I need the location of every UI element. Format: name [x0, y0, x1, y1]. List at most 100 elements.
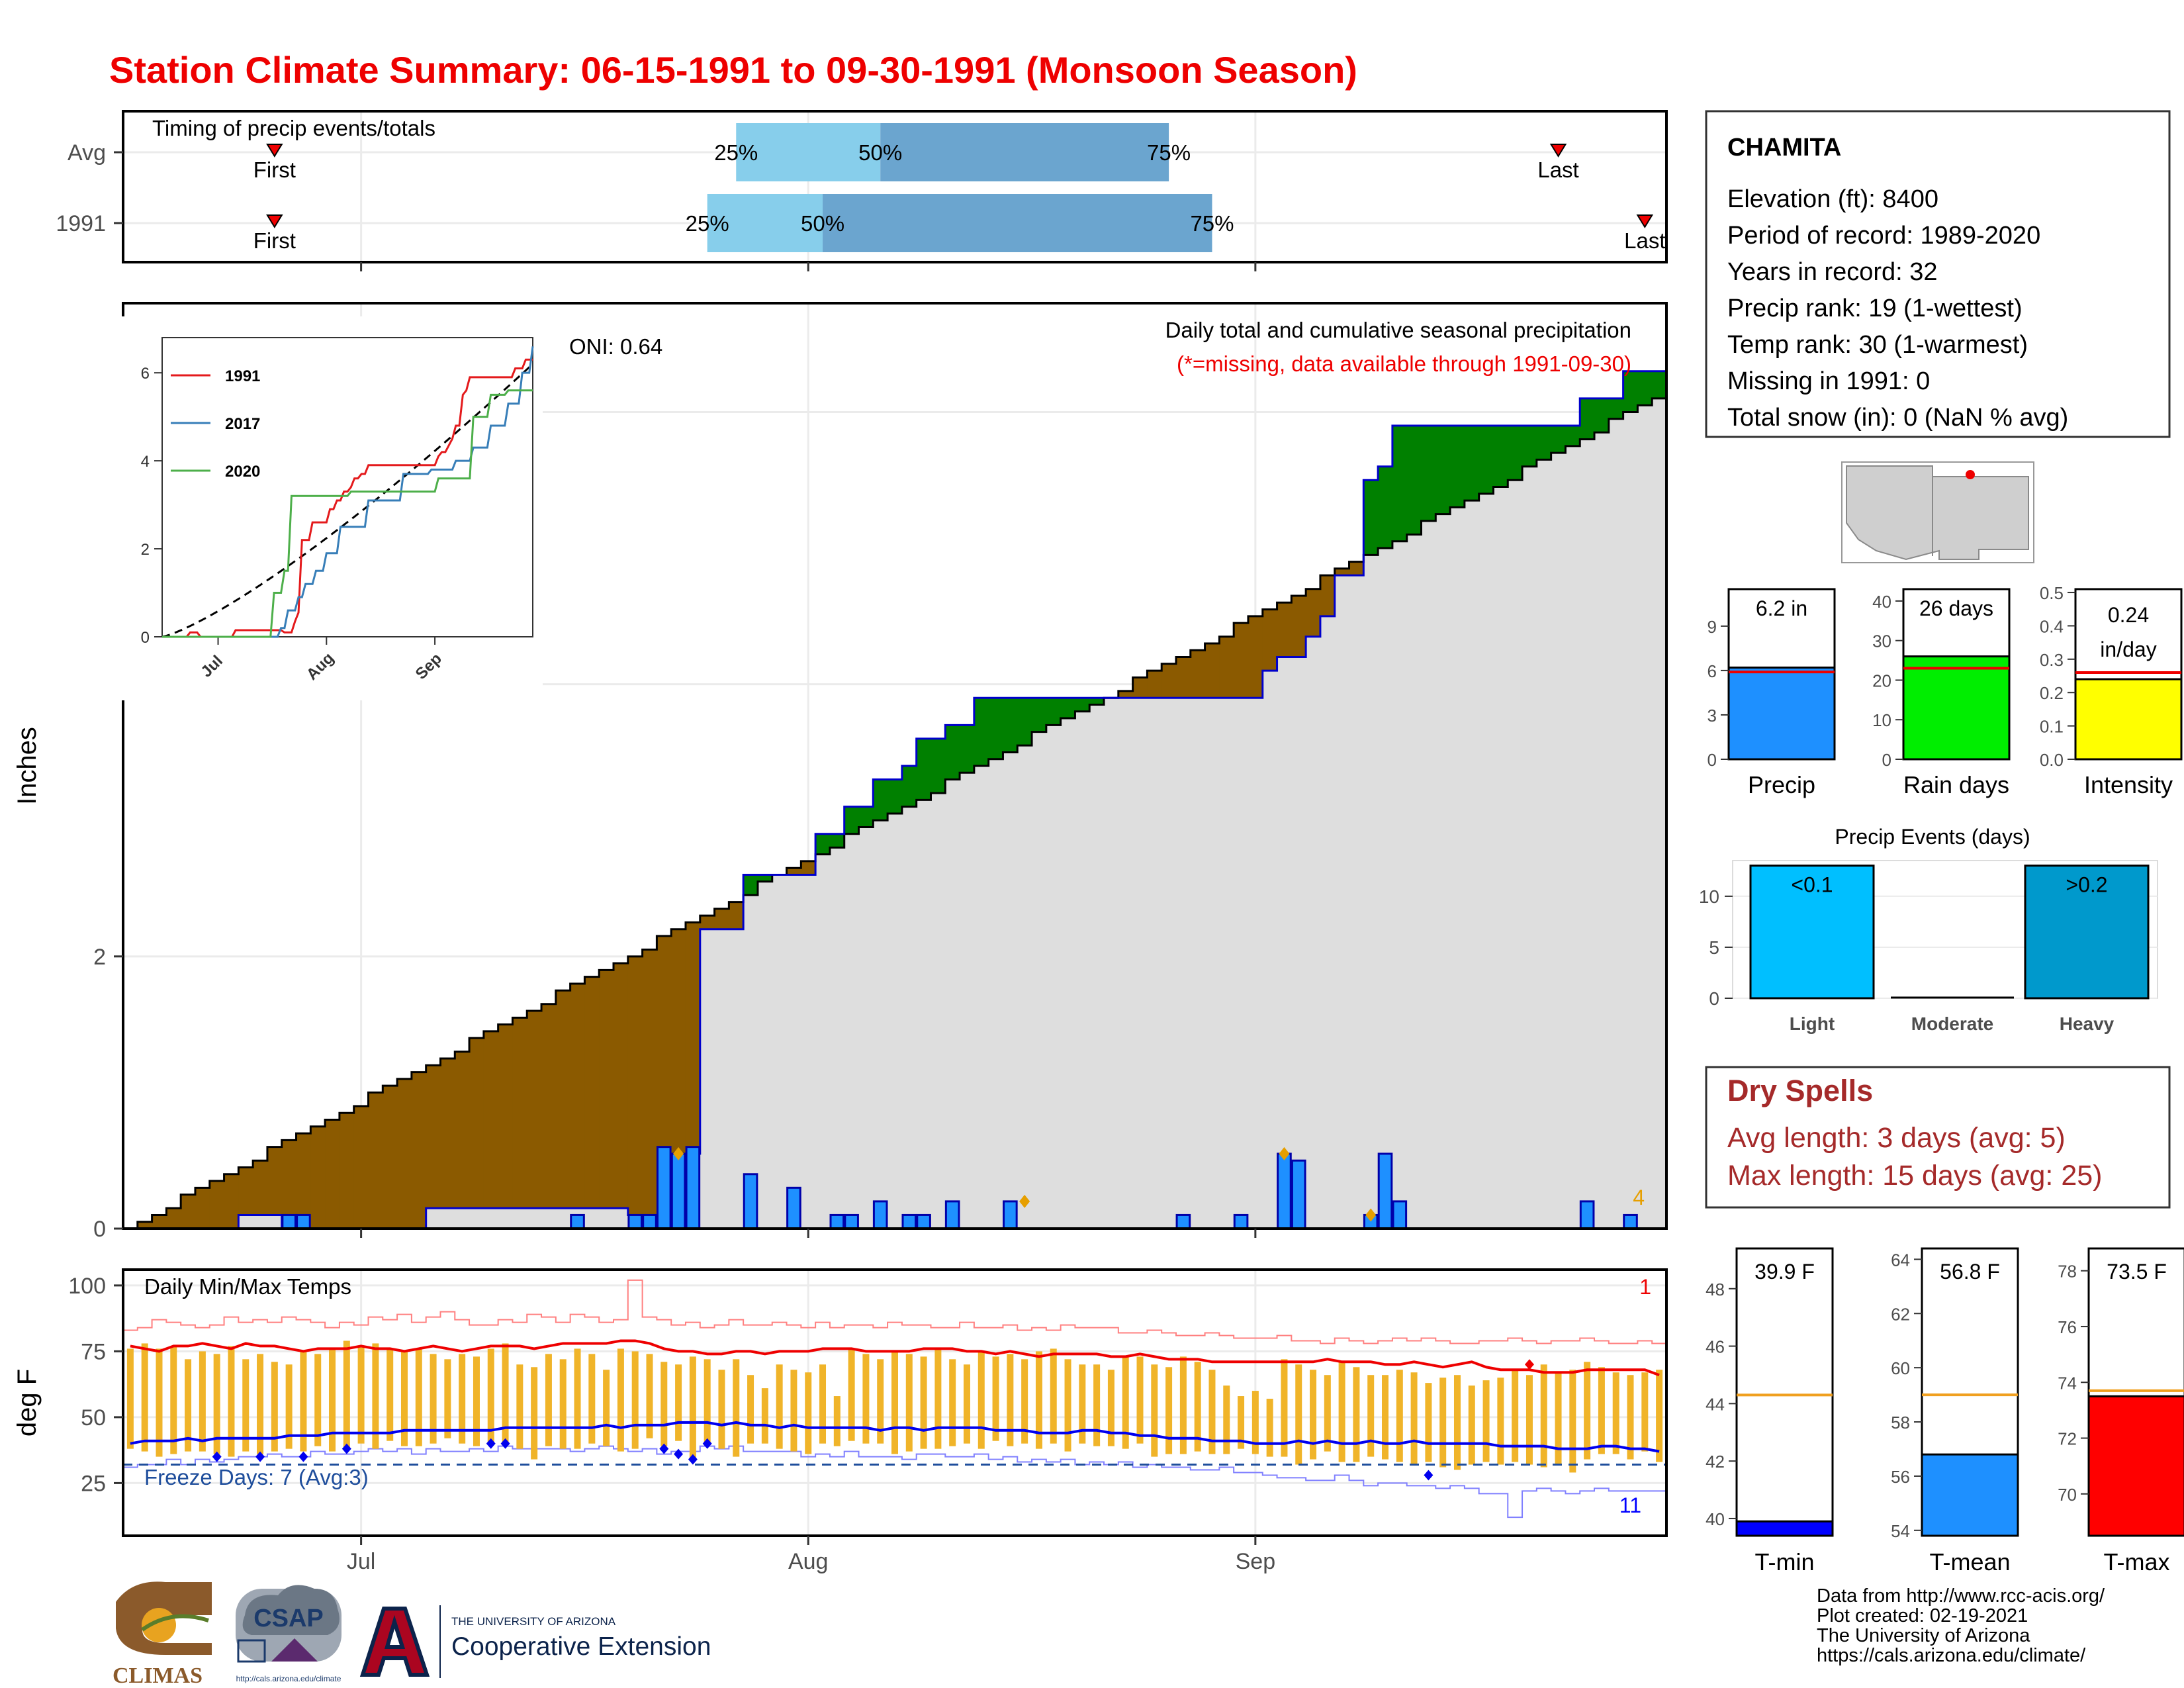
x-axis-tick-label: Aug — [788, 1549, 829, 1574]
daily-precip-bar — [1623, 1213, 1638, 1230]
daily-temp-range-bar — [905, 1354, 913, 1452]
daily-precip-bar — [1377, 1152, 1393, 1230]
record-low-marker — [212, 1451, 222, 1462]
precip-below-avg-area — [786, 868, 801, 875]
timing-percentile-label: 25% — [686, 211, 729, 236]
daily-temp-range-bar — [1295, 1364, 1302, 1465]
daily-temp-range-bar — [1453, 1375, 1461, 1470]
inset-y-tick-label: 0 — [141, 629, 150, 647]
daily-temp-range-bar — [920, 1356, 927, 1449]
precip-base-area — [988, 759, 1003, 1229]
precip-below-avg-area — [1349, 561, 1364, 576]
daily-precip-bar — [1003, 1200, 1018, 1230]
precip-base-area — [1479, 493, 1494, 1229]
daily-temp-range-bar — [646, 1354, 653, 1438]
dry-spells-max: Max length: 15 days (avg: 25) — [1727, 1160, 2102, 1192]
precip-base-area — [455, 1208, 470, 1229]
temp-y-tick-label: 25 — [81, 1471, 106, 1496]
summary-value-label: 26 days — [1919, 596, 1993, 620]
daily-temp-range-bar — [1281, 1359, 1288, 1457]
precip-base-area — [614, 1208, 629, 1229]
precip-above-avg-area — [815, 833, 831, 855]
daily-precip-bar — [786, 1186, 801, 1230]
daily-temp-range-bar — [1468, 1385, 1475, 1465]
precip-below-avg-area — [1320, 575, 1336, 616]
precip-below-avg-area — [1118, 690, 1134, 698]
daily-temp-range-bar — [141, 1343, 148, 1452]
record-low-marker — [688, 1454, 698, 1465]
temp-summary-y-tick-label: 62 — [1891, 1304, 1910, 1324]
precip-above-avg-area — [945, 725, 960, 780]
record-low-marker — [298, 1451, 308, 1462]
precip-above-avg-area — [1435, 426, 1451, 514]
precip-below-avg-area — [685, 922, 701, 1154]
daily-temp-range-bar — [444, 1359, 451, 1438]
daily-temp-range-bar — [170, 1346, 177, 1454]
temp-summary-y-tick-label: 60 — [1891, 1358, 1910, 1378]
precip-below-avg-area — [440, 1058, 455, 1209]
precip-base-area — [1161, 698, 1177, 1229]
timing-last-marker — [1636, 214, 1654, 228]
daily-temp-range-bar — [228, 1346, 235, 1457]
station-snow: Total snow (in): 0 (NaN % avg) — [1727, 404, 2068, 432]
daily-temp-range-bar — [271, 1362, 278, 1452]
precip-above-avg-area — [901, 766, 917, 807]
daily-precip-bar — [1277, 1152, 1292, 1230]
precip-below-avg-area — [1219, 636, 1234, 698]
timing-percentile-label: 50% — [858, 140, 902, 165]
precip-below-avg-area — [195, 1188, 210, 1229]
precip-below-avg-area — [555, 990, 571, 1209]
precip-below-avg-area — [1277, 602, 1292, 657]
daily-temp-range-bar — [1338, 1362, 1345, 1462]
daily-temp-range-bar — [199, 1351, 206, 1452]
daily-temp-range-bar — [1497, 1378, 1504, 1465]
daily-temp-range-bar — [1353, 1367, 1360, 1462]
daily-temp-range-bar — [285, 1364, 293, 1449]
daily-temp-range-bar — [733, 1359, 740, 1457]
daily-temp-range-bar — [372, 1343, 379, 1449]
precip-base-area — [1306, 636, 1321, 1229]
daily-temp-range-bar — [516, 1364, 523, 1449]
daily-temp-range-bar — [213, 1354, 220, 1454]
temp-summary-y-tick-label: 74 — [2058, 1373, 2077, 1393]
precip-base-area — [1205, 698, 1220, 1229]
timing-last-label: Last — [1537, 158, 1578, 182]
precip-base-area — [1623, 412, 1638, 1229]
precip-above-avg-area — [916, 738, 931, 800]
precip-base-area — [887, 813, 903, 1229]
daily-temp-range-bar — [1656, 1370, 1663, 1462]
temp-panel: Daily Min/Max Temps Freeze Days: 7 (Avg:… — [13, 262, 1668, 1574]
precip-below-avg-area — [224, 1174, 239, 1229]
precip-base-area — [555, 1208, 571, 1229]
daily-temp-range-bar — [1367, 1375, 1375, 1457]
precip-above-avg-area — [1450, 426, 1465, 508]
record-high-marker — [1524, 1359, 1534, 1370]
events-category-label: Light — [1790, 1013, 1835, 1034]
daily-temp-range-bar — [949, 1359, 956, 1446]
precip-above-avg-area — [1508, 426, 1523, 481]
events-category-label: Heavy — [2060, 1013, 2115, 1034]
temp-summary-bar — [1921, 1453, 2019, 1537]
daily-temp-range-bar — [689, 1356, 696, 1460]
inset-avg-line — [161, 363, 534, 638]
precip-above-avg-area — [1406, 426, 1422, 535]
daily-temp-range-bar — [387, 1348, 394, 1441]
precip-events-title: Precip Events (days) — [1835, 825, 2030, 849]
precip-below-avg-area — [181, 1194, 196, 1229]
daily-temp-range-bar — [343, 1340, 350, 1449]
dry-spells-box: Dry Spells Avg length: 3 days (avg: 5) M… — [1705, 1066, 2171, 1209]
dry-spells-avg: Avg length: 3 days (avg: 5) — [1727, 1122, 2066, 1154]
precip-below-avg-area — [714, 908, 729, 929]
daily-temp-range-bar — [430, 1354, 437, 1444]
precip-below-avg-area — [483, 1031, 499, 1209]
precip-base-area — [786, 874, 801, 1229]
precip-below-avg-area — [1147, 671, 1162, 698]
record-low-marker — [500, 1438, 510, 1449]
daily-temp-range-bar — [862, 1354, 870, 1444]
precip-above-avg-area — [1608, 398, 1624, 419]
daily-temp-range-bar — [357, 1346, 365, 1444]
precip-below-avg-area — [166, 1208, 181, 1229]
precip-base-area — [960, 773, 975, 1229]
precip-below-avg-area — [325, 1119, 340, 1229]
